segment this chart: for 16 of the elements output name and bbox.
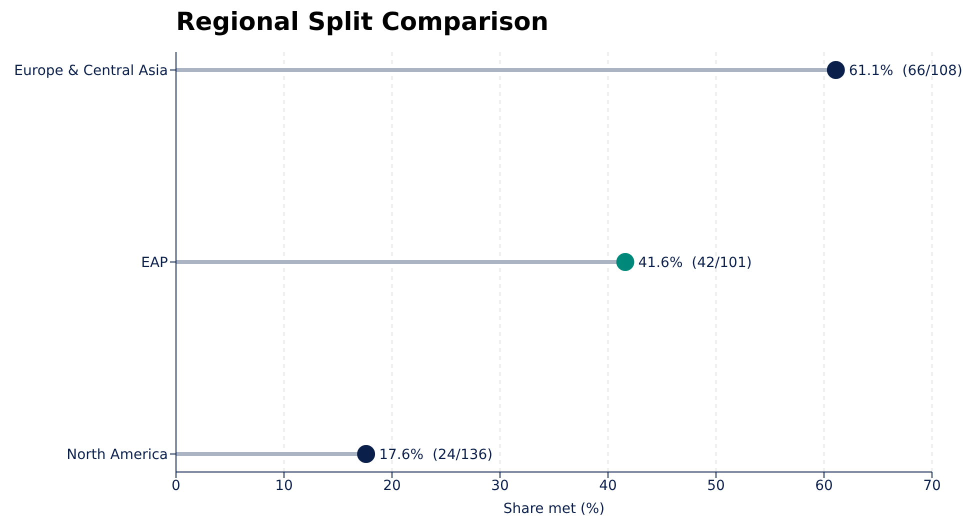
- y-tick-label: Europe & Central Asia: [14, 62, 168, 79]
- y-tick-label: EAP: [141, 254, 168, 271]
- x-axis-title: Share met (%): [502, 500, 606, 516]
- data-label: 61.1% (66/108): [848, 62, 962, 79]
- x-tick-label: 20: [383, 478, 401, 494]
- x-tick-label: 70: [923, 478, 941, 494]
- x-tick-label: 30: [491, 478, 509, 494]
- data-label: 17.6% (24/136): [379, 446, 493, 463]
- chart-title: Regional Split Comparison: [175, 7, 550, 38]
- x-tick-label: 50: [707, 478, 725, 494]
- x-tick-label: 40: [599, 478, 617, 494]
- x-tick-label: 60: [815, 478, 833, 494]
- data-label: 41.6% (42/101): [638, 254, 752, 271]
- y-tick-label: North America: [66, 446, 168, 463]
- x-tick-label: 0: [172, 478, 180, 494]
- x-tick-label: 10: [275, 478, 293, 494]
